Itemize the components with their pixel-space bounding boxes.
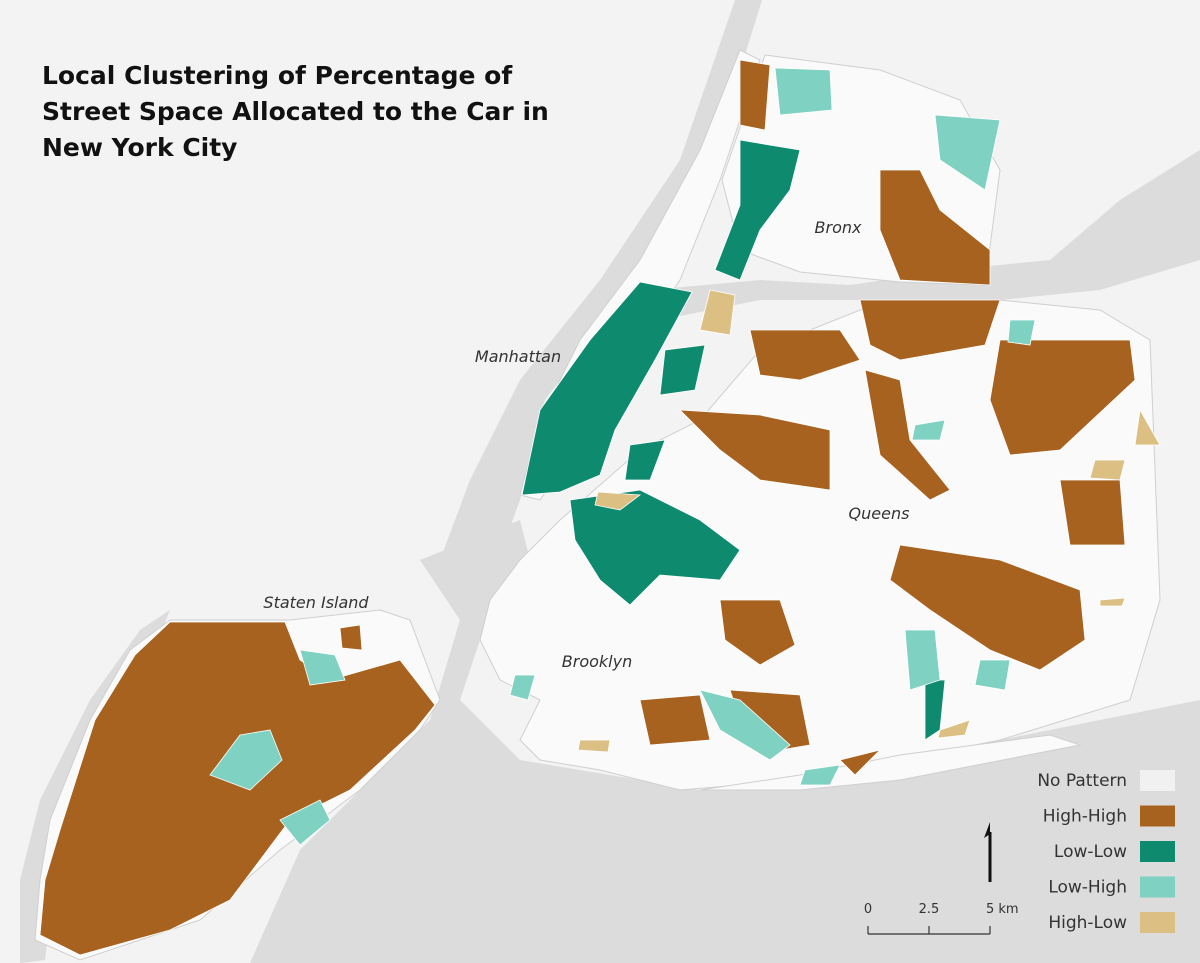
cluster-area [339, 624, 363, 651]
legend-swatch [1140, 805, 1175, 827]
cluster-area [569, 489, 741, 606]
cluster-area [904, 629, 941, 691]
cluster-area [839, 749, 882, 776]
place-label: Manhattan [475, 347, 561, 366]
cluster-area [39, 621, 436, 956]
cluster-area [889, 544, 1086, 671]
cluster-area [974, 659, 1011, 691]
scale-bar [867, 926, 991, 935]
legend-label: High-High [1043, 807, 1127, 827]
cluster-area [739, 59, 771, 131]
cluster-area [521, 281, 693, 496]
cluster-area [1089, 459, 1126, 481]
cluster-area [859, 299, 1001, 361]
cluster-area [937, 719, 971, 739]
cluster-area [594, 491, 642, 511]
cluster-area [509, 674, 536, 701]
legend-swatch [1140, 876, 1175, 898]
clusters [39, 59, 1161, 956]
cluster-area [749, 329, 861, 381]
cluster-area [934, 114, 1001, 191]
map-title: Local Clustering of Percentage of Street… [42, 61, 549, 162]
cluster-area [714, 139, 801, 281]
cluster-area [659, 344, 706, 396]
legend-label: Low-Low [1054, 842, 1127, 862]
scale-label: 5 km [986, 902, 1019, 917]
place-label: Staten Island [263, 593, 369, 612]
cluster-area [879, 169, 991, 286]
scale-label: 2.5 [919, 902, 940, 917]
cluster-area [639, 694, 711, 746]
legend-swatch [1140, 912, 1175, 933]
place-label: Queens [849, 504, 910, 523]
cluster-area [1007, 319, 1036, 346]
cluster-area [678, 409, 831, 491]
cluster-area [1099, 597, 1126, 607]
cluster-area [279, 799, 331, 846]
north-arrow [984, 822, 992, 882]
cluster-area [577, 739, 611, 753]
cluster-area [699, 689, 791, 761]
cluster-area [911, 419, 946, 441]
legend-label: High-Low [1048, 913, 1127, 933]
cluster-area [699, 289, 736, 336]
legend-label: No Pattern [1037, 771, 1127, 791]
legend-label: Low-High [1048, 878, 1127, 898]
cluster-area [864, 369, 951, 501]
cluster-area [1059, 479, 1126, 546]
cluster-area [624, 439, 666, 481]
cluster-area [799, 764, 841, 786]
scale-label: 0 [864, 902, 872, 917]
cluster-area [719, 599, 796, 666]
place-label: Brooklyn [562, 652, 632, 671]
cluster-area [299, 649, 346, 686]
cluster-area [209, 729, 283, 791]
legend-swatch [1140, 841, 1175, 862]
place-label: Bronx [815, 218, 862, 237]
cluster-area [1134, 408, 1161, 446]
cluster-area [989, 339, 1136, 456]
cluster-area [774, 67, 833, 116]
legend: No Pattern High-High Low-Low Low-High High-L… [1037, 770, 1175, 933]
legend-swatch [1140, 770, 1175, 791]
